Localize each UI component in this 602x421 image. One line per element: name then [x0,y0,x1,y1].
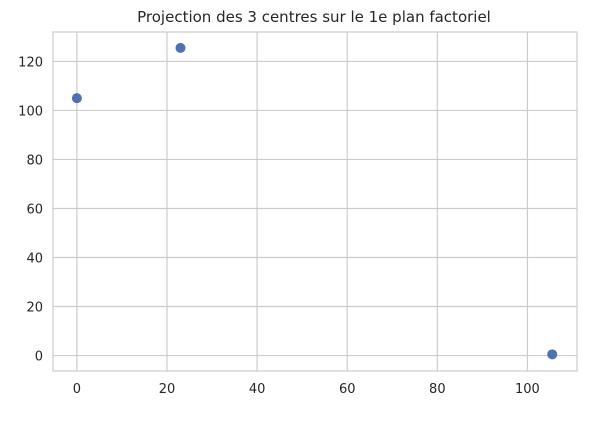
grid [53,32,577,371]
y-tick-label: 80 [26,153,43,168]
data-point [175,42,186,53]
x-tick-label: 60 [339,382,356,397]
x-tick-label: 80 [429,382,446,397]
data-points [71,42,558,360]
x-tick-label: 20 [159,382,176,397]
y-tick-label: 20 [26,301,43,316]
chart-title: Projection des 3 centres sur le 1e plan … [137,8,491,26]
y-tick-label: 60 [26,202,43,217]
y-tick-label: 0 [35,350,43,365]
x-tick-label: 0 [73,382,81,397]
y-tick-label: 100 [18,104,43,119]
x-tick-label: 40 [249,382,266,397]
y-tick-label: 120 [18,55,43,70]
x-tick-label: 100 [515,382,540,397]
data-point [71,93,82,104]
y-tick-label: 40 [26,252,43,267]
tick-labels: 0 20 40 60 80 100 0 20 40 60 80 100 120 [18,55,540,397]
data-point [547,349,558,360]
plot-frame [52,31,578,372]
